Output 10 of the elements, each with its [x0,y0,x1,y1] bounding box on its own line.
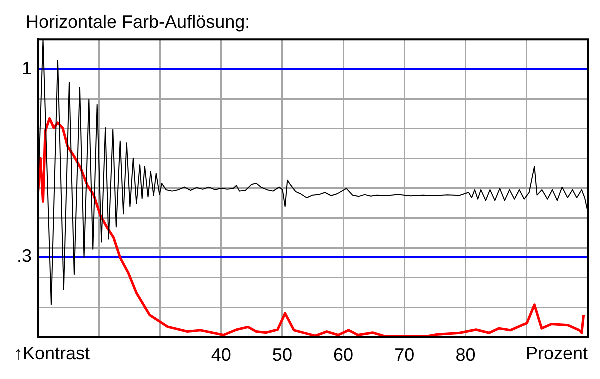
x-tick-label: 70 [394,345,415,366]
x-tick-label: 50 [272,345,292,366]
x-tick-label: 40 [211,345,232,366]
x-tick-label: 80 [456,345,476,366]
ref-line-label: 1 [22,58,32,78]
ref-line-label: .3 [16,246,32,266]
x-tick-label: 60 [334,345,354,366]
chart-title: Horizontale Farb-Auflösung: [26,12,250,32]
text: ↑Kontrast [14,343,90,364]
x-axis-title: Prozent [526,343,588,364]
